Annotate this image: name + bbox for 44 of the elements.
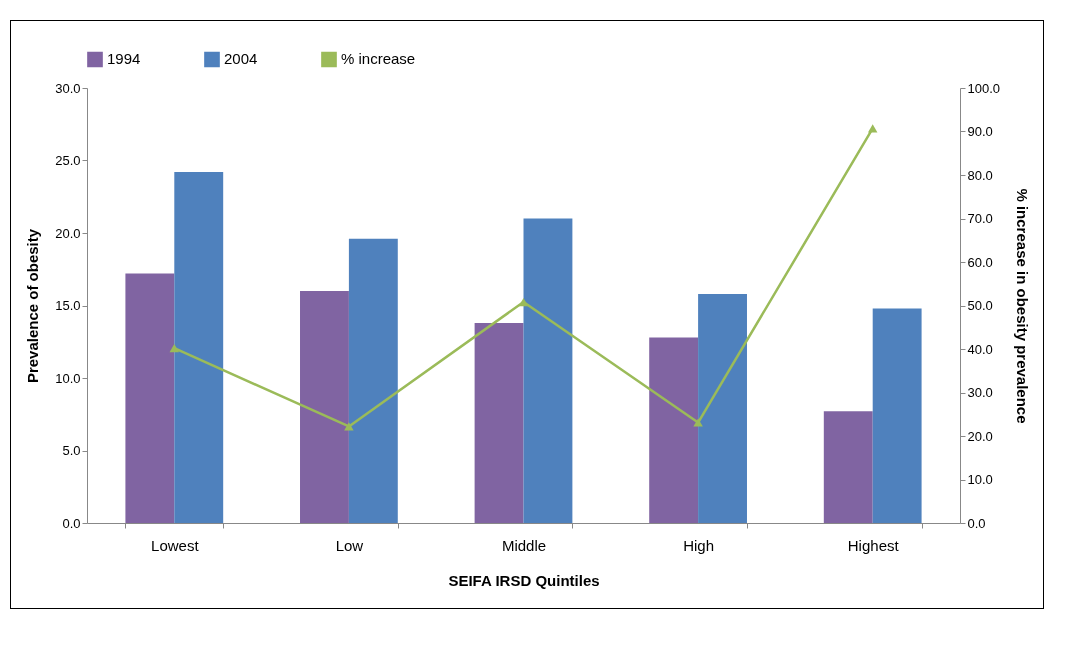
y2-tick-label: 100.0 (967, 80, 1001, 96)
y-tick-label: 10.0 (55, 370, 81, 386)
y2-tick-label: 70.0 (967, 211, 993, 226)
bar (125, 273, 175, 523)
y-tick-label: 0.0 (62, 515, 81, 531)
bar (823, 411, 873, 523)
x-tick-label: Lowest (151, 536, 200, 554)
y-tick-label: 25.0 (55, 153, 81, 168)
y-tick-label: 15.0 (55, 298, 81, 313)
point (693, 418, 703, 427)
bar (474, 322, 524, 523)
x-tick-label: Low (335, 536, 364, 554)
bar (523, 218, 573, 523)
legend-label: 2004 (224, 50, 258, 68)
point (344, 422, 354, 431)
legend-label: 1994 (107, 50, 141, 68)
y2-tick-label: 50.0 (967, 298, 993, 313)
y-tick-label: 20.0 (55, 225, 81, 241)
legend-label: % increase (341, 50, 416, 68)
y2-tick-label: 80.0 (967, 167, 993, 183)
bar (649, 337, 699, 523)
y2-axis-title: % increase in obesity prevalence (1014, 188, 1032, 424)
y2-tick-label: 60.0 (967, 254, 993, 270)
x-tick-label: High (683, 536, 715, 554)
y-axis-title: Prevalence of obesity (24, 228, 42, 384)
point (867, 124, 878, 133)
y2-tick-label: 10.0 (967, 472, 993, 487)
bar (348, 238, 398, 523)
point (169, 344, 180, 353)
y2-tick-label: 20.0 (967, 428, 993, 444)
y2-tick-label: 0.0 (967, 515, 986, 531)
bar (872, 308, 922, 523)
y2-tick-label: 30.0 (967, 385, 993, 400)
bar (300, 291, 349, 523)
y2-tick-label: 90.0 (967, 124, 993, 139)
x-tick-label: Middle (501, 536, 547, 554)
x-tick-label: Highest (847, 536, 900, 554)
bar (698, 293, 747, 523)
point (518, 297, 529, 307)
y2-tick-label: 40.0 (967, 341, 993, 357)
x-axis-title: SEIFA IRSD Quintiles (448, 571, 600, 589)
y-tick-label: 5.0 (62, 443, 81, 458)
y-tick-label: 30.0 (55, 80, 81, 96)
bar (174, 172, 224, 523)
